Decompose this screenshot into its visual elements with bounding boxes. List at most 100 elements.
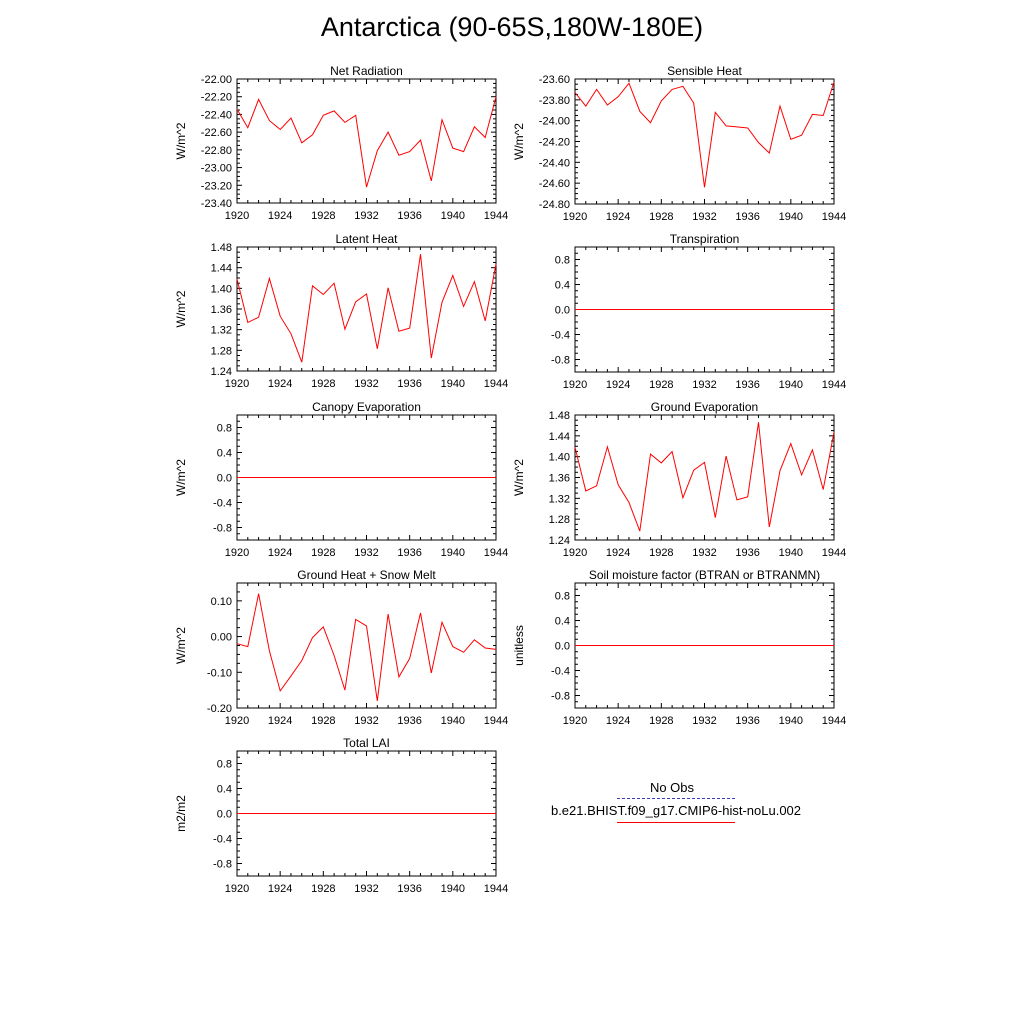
chart-panel-4: Transpiration 1920 1924 1928 1932 1936 1940 194… [551,232,846,391]
x-tick-label: 1928 [649,547,673,559]
x-tick-label: 1940 [441,378,465,390]
x-tick-label: 1932 [354,715,378,727]
x-tick-label: 1920 [563,715,587,727]
x-tick-label: 1936 [397,210,421,222]
x-tick-label: 1932 [354,378,378,390]
page-title: Antarctica (90-65S,180W-180E) [320,12,704,42]
y-tick-label: 0.8 [555,255,570,267]
x-tick-label: 1932 [354,210,378,222]
legend-obs-label: No Obs [649,780,695,795]
x-tick-label: 1924 [268,378,292,390]
y-tick-label: 1.36 [211,304,232,316]
x-tick-label: 1940 [441,715,465,727]
y-tick-label: -23.40 [201,198,232,210]
y-axis-label: unitless [512,625,526,666]
x-tick-label: 1924 [268,547,292,559]
y-tick-label: 0.8 [217,759,232,771]
y-axis-label: W/m^2 [512,123,526,160]
y-tick-label: -0.8 [213,859,232,871]
y-tick-label: 1.40 [549,452,570,464]
y-tick-label: -0.10 [207,667,232,679]
x-tick-label: 1940 [779,547,803,559]
x-tick-label: 1928 [649,379,673,391]
x-tick-label: 1924 [606,379,630,391]
y-tick-label: 0.4 [555,616,570,628]
x-tick-label: 1936 [735,715,759,727]
x-tick-label: 1940 [779,715,803,727]
x-tick-label: 1928 [311,547,335,559]
y-tick-label: -0.4 [551,666,570,678]
x-tick-label: 1936 [397,715,421,727]
x-tick-label: 1940 [779,379,803,391]
x-tick-label: 1924 [268,883,292,895]
x-tick-label: 1928 [311,883,335,895]
y-tick-label: 1.28 [211,345,232,357]
y-tick-label: 0.10 [211,596,232,608]
x-tick-label: 1940 [441,883,465,895]
y-tick-label: -0.8 [551,691,570,703]
x-tick-label: 1920 [563,379,587,391]
y-tick-label: -0.4 [551,330,570,342]
x-tick-label: 1944 [822,211,846,223]
chart-panel-5: Canopy Evaporation 1920 1924 1928 1932 1936 19… [174,400,508,559]
y-tick-label: 1.48 [211,242,232,254]
y-tick-label: -24.60 [539,178,570,190]
y-axis-label: m2/m2 [174,795,188,832]
chart-panel-9: Total LAI 1920 1924 1928 1932 1936 1940 1944 0.8… [174,736,508,895]
y-tick-label: -0.20 [207,703,232,715]
y-tick-label: 0.0 [217,473,232,485]
panel-title: Total LAI [343,736,390,750]
x-tick-label: 1936 [735,379,759,391]
x-tick-label: 1944 [822,547,846,559]
x-tick-label: 1932 [692,547,716,559]
x-tick-label: 1920 [225,210,249,222]
x-tick-label: 1920 [225,883,249,895]
x-tick-label: 1944 [484,883,508,895]
x-tick-label: 1936 [397,883,421,895]
panel-title: Latent Heat [335,232,398,246]
y-tick-label: 1.44 [211,263,232,275]
x-tick-label: 1932 [354,883,378,895]
x-tick-label: 1944 [484,210,508,222]
x-tick-label: 1928 [649,715,673,727]
chart-panel-6: Ground Evaporation 1920 1924 1928 1932 1936 19… [512,400,846,559]
x-tick-label: 1928 [649,211,673,223]
series-line [236,96,497,188]
x-tick-label: 1932 [354,547,378,559]
y-tick-label: -24.40 [539,157,570,169]
y-tick-label: -0.4 [213,834,232,846]
y-tick-label: -22.40 [201,109,232,121]
y-tick-label: -24.00 [539,116,570,128]
x-tick-label: 1932 [692,379,716,391]
y-axis-label: W/m^2 [512,459,526,496]
plot-frame [236,582,497,709]
y-tick-label: 1.36 [549,473,570,485]
x-tick-label: 1944 [822,379,846,391]
x-tick-label: 1924 [268,210,292,222]
x-tick-label: 1924 [606,715,630,727]
legend-obs-line [617,798,735,799]
x-tick-label: 1920 [563,211,587,223]
x-tick-label: 1936 [735,547,759,559]
y-tick-label: -23.00 [201,163,232,175]
x-tick-label: 1920 [225,547,249,559]
y-tick-label: -22.60 [201,127,232,139]
y-tick-label: 0.0 [555,641,570,653]
y-tick-label: -22.00 [201,74,232,86]
y-tick-label: 1.40 [211,283,232,295]
y-tick-label: 1.24 [549,535,570,547]
x-tick-label: 1928 [311,210,335,222]
x-tick-label: 1928 [311,715,335,727]
panel-title: Sensible Heat [667,64,742,78]
x-tick-label: 1936 [397,378,421,390]
y-tick-label: -22.80 [201,145,232,157]
x-tick-label: 1936 [735,211,759,223]
y-tick-label: 1.44 [549,431,570,443]
y-tick-label: 0.00 [211,632,232,644]
x-tick-label: 1944 [484,715,508,727]
y-tick-label: 1.32 [211,325,232,337]
x-tick-label: 1944 [484,378,508,390]
chart-panel-7: Ground Heat + Snow Melt 1920 1924 1928 1932 1… [174,568,508,727]
x-tick-label: 1924 [268,715,292,727]
y-tick-label: -24.20 [539,137,570,149]
